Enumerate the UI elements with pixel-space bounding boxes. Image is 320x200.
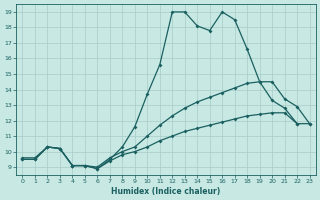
X-axis label: Humidex (Indice chaleur): Humidex (Indice chaleur) — [111, 187, 221, 196]
